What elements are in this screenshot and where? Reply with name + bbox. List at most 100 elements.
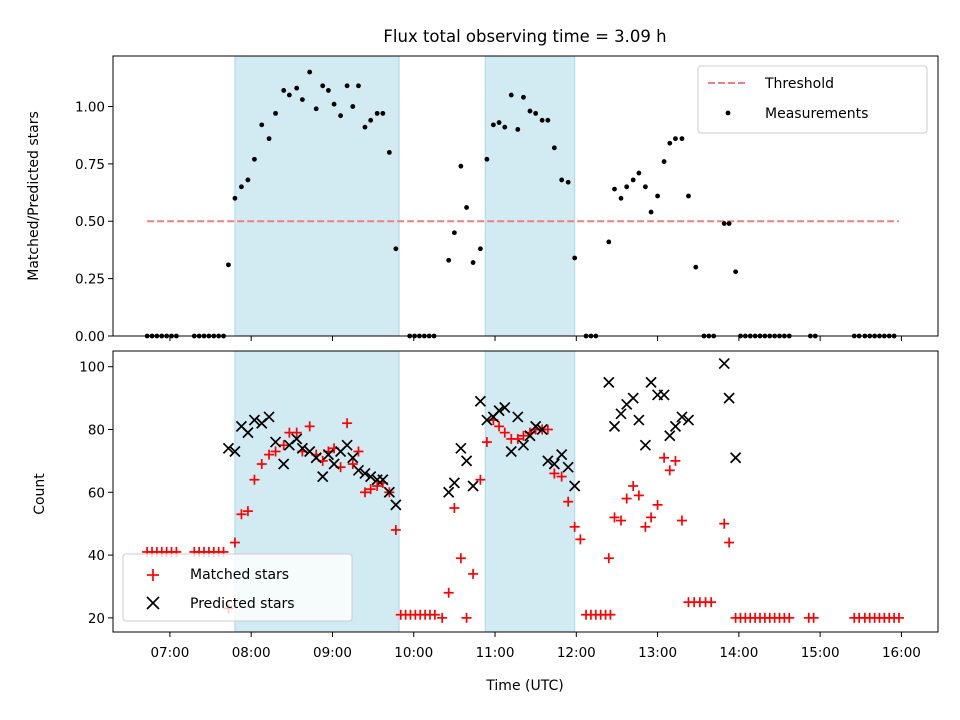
- top-chart-title: Flux total observing time = 3.09 h: [383, 27, 666, 46]
- top-legend: Threshold Measurements: [697, 65, 928, 134]
- matched-star-point: [443, 587, 454, 598]
- measurement-point: [245, 177, 251, 183]
- bottom-axes-frame: [112, 350, 939, 633]
- matched-star-point: [670, 455, 681, 466]
- matched-star-point: [518, 430, 529, 441]
- matched-star-point: [353, 446, 364, 457]
- measurement-point: [386, 149, 392, 155]
- matched-star-point: [468, 568, 479, 579]
- measurement-point: [294, 85, 300, 91]
- matched-star-point: [264, 449, 275, 460]
- predicted-star-point: [310, 452, 322, 464]
- matched-star-point: [372, 481, 383, 492]
- x-tick-label: 12:00: [557, 645, 596, 661]
- predicted-star-point: [365, 470, 377, 483]
- measurement-point: [374, 110, 380, 116]
- bottom-y-axis-label: Count: [32, 473, 48, 515]
- measurement-point: [606, 239, 612, 245]
- measurement-point: [733, 269, 739, 275]
- top-y-tick-label: 0.25: [75, 272, 105, 288]
- predicted-star-point: [730, 452, 742, 464]
- predicted-star-point: [512, 411, 524, 423]
- matched-star-point: [437, 612, 448, 623]
- matched-star-point: [603, 553, 614, 564]
- top-x-ticks: [169, 336, 902, 341]
- matched-star-point: [724, 537, 735, 548]
- matched-star-point: [652, 499, 663, 510]
- matched-star-point: [365, 484, 376, 495]
- measurement-point: [313, 106, 319, 112]
- bottom-y-tick-label: 40: [88, 548, 105, 564]
- measurement-point: [393, 246, 399, 252]
- matched-star-point: [291, 427, 302, 438]
- matched-star-point: [784, 612, 795, 623]
- matched-star-point: [640, 521, 651, 532]
- top-panel: 0.00 0.25 0.50 0.75 1.00 Flux total observin…: [26, 27, 939, 345]
- matched-star-point: [475, 474, 486, 485]
- measurement-point: [648, 209, 654, 215]
- matched-star-point: [304, 421, 315, 432]
- top-y-tick-label: 0.00: [75, 329, 105, 345]
- predicted-star-point: [383, 486, 395, 498]
- legend-matched-swatch: [147, 569, 159, 581]
- bottom-y-ticks: 20 40 60 80 100: [79, 360, 113, 627]
- predicted-star-point: [608, 420, 621, 432]
- predicted-star-point: [263, 411, 275, 423]
- measurement-point: [484, 156, 490, 162]
- measurement-point: [502, 124, 508, 130]
- measurement-point: [679, 136, 685, 142]
- measurement-point: [624, 184, 630, 190]
- measurement-point: [451, 230, 457, 236]
- top-shaded-regions: [234, 55, 576, 337]
- x-tick-label: 16:00: [882, 645, 921, 661]
- measurement-point: [458, 163, 464, 169]
- measurement-point: [266, 136, 272, 142]
- bottom-x-axis-label: Time (UTC): [485, 678, 563, 694]
- predicted-star-point: [352, 464, 365, 476]
- legend-measurements-label: Measurements: [765, 106, 868, 122]
- measurement-point: [636, 170, 642, 176]
- measurement-point: [618, 195, 624, 201]
- measurement-point: [612, 186, 617, 192]
- predicted-star-point: [242, 427, 254, 439]
- measurement-point: [539, 117, 545, 123]
- legend-threshold-label: Threshold: [764, 76, 834, 92]
- predicted-star-point: [493, 405, 505, 417]
- predicted-star-point: [562, 461, 574, 473]
- predicted-star-point: [347, 452, 359, 464]
- measurement-point: [721, 221, 727, 226]
- matched-star-point: [628, 481, 639, 492]
- bottom-x-ticks: 07:00 08:00 09:00 10:00 11:00 12:00 13:00 14:00…: [150, 632, 921, 661]
- predicted-star-point: [718, 357, 730, 370]
- predicted-star-point: [569, 480, 581, 492]
- bottom-y-tick-label: 100: [79, 360, 105, 376]
- measurement-point: [446, 257, 452, 263]
- matched-star-point: [429, 609, 440, 620]
- measurement-point: [362, 124, 368, 130]
- predicted-star-point: [222, 442, 235, 454]
- matched-star-point: [278, 440, 289, 451]
- measurement-point: [686, 193, 691, 199]
- predicted-star-point: [633, 414, 645, 426]
- predicted-star-point: [296, 442, 308, 454]
- predicted-star-point: [443, 486, 455, 498]
- measurement-point: [464, 205, 469, 210]
- top-y-ticks: 0.00 0.25 0.50 0.75 1.00: [75, 99, 113, 345]
- bottom-legend-box: [122, 553, 353, 622]
- predicted-star-point: [517, 439, 530, 451]
- measurement-point: [338, 113, 343, 119]
- measurement-point: [380, 110, 386, 116]
- top-y-tick-label: 0.50: [75, 214, 105, 230]
- measurement-point: [693, 264, 699, 270]
- matched-star-point: [449, 502, 460, 513]
- matched-star-point: [249, 474, 260, 485]
- measurement-point: [655, 193, 660, 199]
- matched-star-point: [494, 421, 505, 432]
- matched-star-point: [347, 459, 358, 470]
- x-tick-label: 07:00: [150, 645, 189, 661]
- matched-star-point: [549, 468, 560, 479]
- matched-star-point: [646, 512, 657, 523]
- predicted-star-point: [658, 389, 670, 401]
- top-y-tick-label: 0.75: [75, 157, 105, 173]
- matched-star-point: [808, 612, 819, 623]
